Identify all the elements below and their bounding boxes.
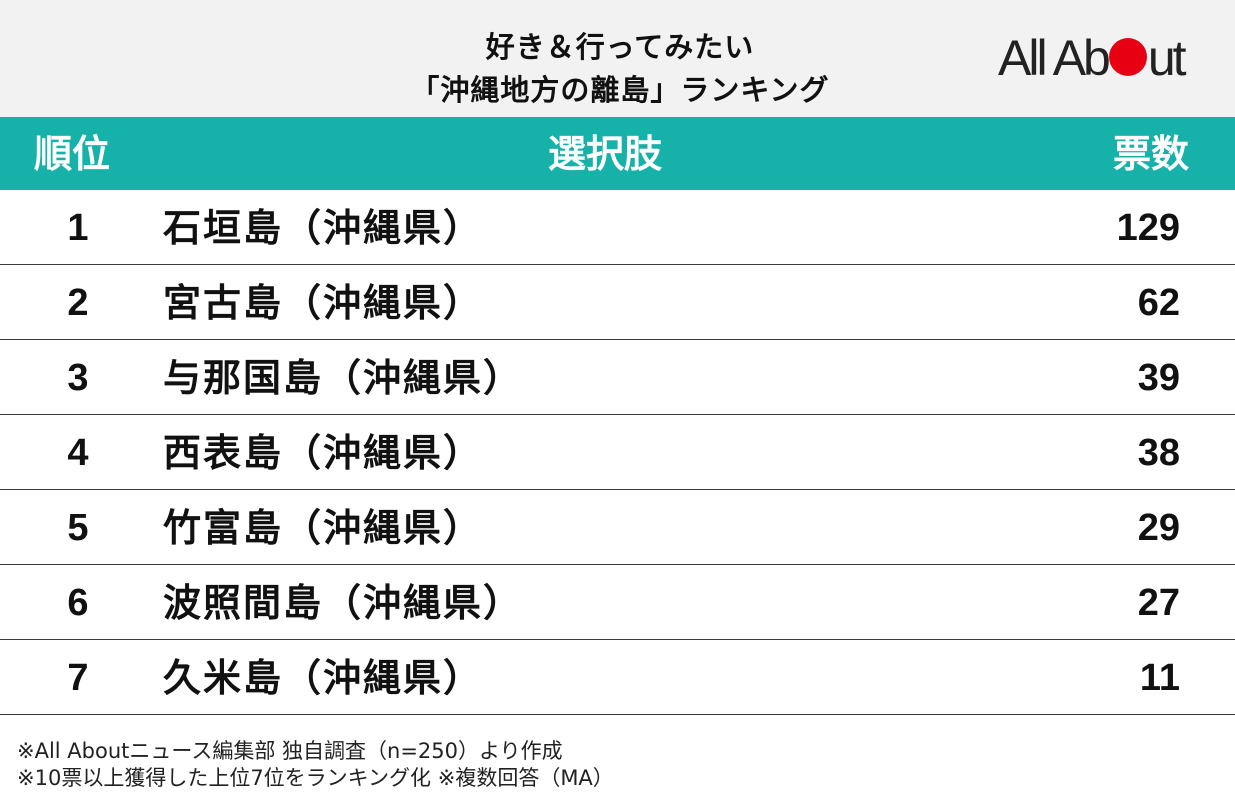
- table-row: 4 西表島（沖縄県） 38: [0, 415, 1235, 490]
- logo-text-after: ut: [1147, 30, 1187, 86]
- votes-cell: 38: [1137, 432, 1180, 474]
- allabout-logo: All Ab ut: [998, 30, 1187, 86]
- island-name-cell: 石垣島（沖縄県）: [163, 206, 484, 250]
- votes-cell: 29: [1137, 507, 1180, 549]
- votes-cell: 27: [1137, 582, 1180, 624]
- rank-cell: 1: [67, 207, 89, 249]
- votes-cell: 11: [1139, 657, 1180, 699]
- column-header-rank: 順位: [34, 132, 111, 176]
- table-header: 順位 選択肢 票数: [0, 117, 1235, 190]
- header-banner: 好き＆行ってみたい 「沖縄地方の離島」ランキング All Ab ut: [0, 0, 1235, 117]
- rank-cell: 3: [67, 357, 89, 399]
- ranking-table-body: 1 石垣島（沖縄県） 129 2 宮古島（沖縄県） 62 3 与那国島（沖縄県）…: [0, 190, 1235, 715]
- votes-cell: 62: [1137, 282, 1180, 324]
- island-name-cell: 与那国島（沖縄県）: [163, 356, 524, 400]
- votes-cell: 129: [1116, 207, 1180, 249]
- rank-cell: 7: [67, 657, 89, 699]
- votes-cell: 39: [1137, 357, 1180, 399]
- table-row: 7 久米島（沖縄県） 11: [0, 640, 1235, 715]
- rank-cell: 4: [67, 432, 89, 474]
- table-row: 6 波照間島（沖縄県） 27: [0, 565, 1235, 640]
- island-name-cell: 波照間島（沖縄県）: [163, 581, 524, 625]
- rank-cell: 2: [67, 282, 89, 324]
- logo-text-before: All Ab: [998, 30, 1111, 86]
- page-title-line-2: 「沖縄地方の離島」ランキング: [410, 73, 830, 107]
- footnote-method: ※10票以上獲得した上位7位をランキング化 ※複数回答（MA）: [17, 766, 614, 790]
- logo-red-dot-icon: [1108, 38, 1147, 76]
- table-row: 1 石垣島（沖縄県） 129: [0, 190, 1235, 265]
- rank-cell: 6: [67, 582, 89, 624]
- footnote-source: ※All Aboutニュース編集部 独自調査（n=250）より作成: [17, 739, 563, 763]
- island-name-cell: 宮古島（沖縄県）: [163, 281, 484, 325]
- island-name-cell: 久米島（沖縄県）: [163, 656, 484, 700]
- table-row: 2 宮古島（沖縄県） 62: [0, 265, 1235, 340]
- table-row: 5 竹富島（沖縄県） 29: [0, 490, 1235, 565]
- page-title-line-1: 好き＆行ってみたい: [485, 30, 755, 64]
- rank-cell: 5: [67, 507, 89, 549]
- column-header-votes: 票数: [1113, 132, 1190, 176]
- island-name-cell: 西表島（沖縄県）: [163, 431, 484, 475]
- table-row: 3 与那国島（沖縄県） 39: [0, 340, 1235, 415]
- island-name-cell: 竹富島（沖縄県）: [163, 506, 484, 550]
- column-header-choice: 選択肢: [548, 132, 663, 176]
